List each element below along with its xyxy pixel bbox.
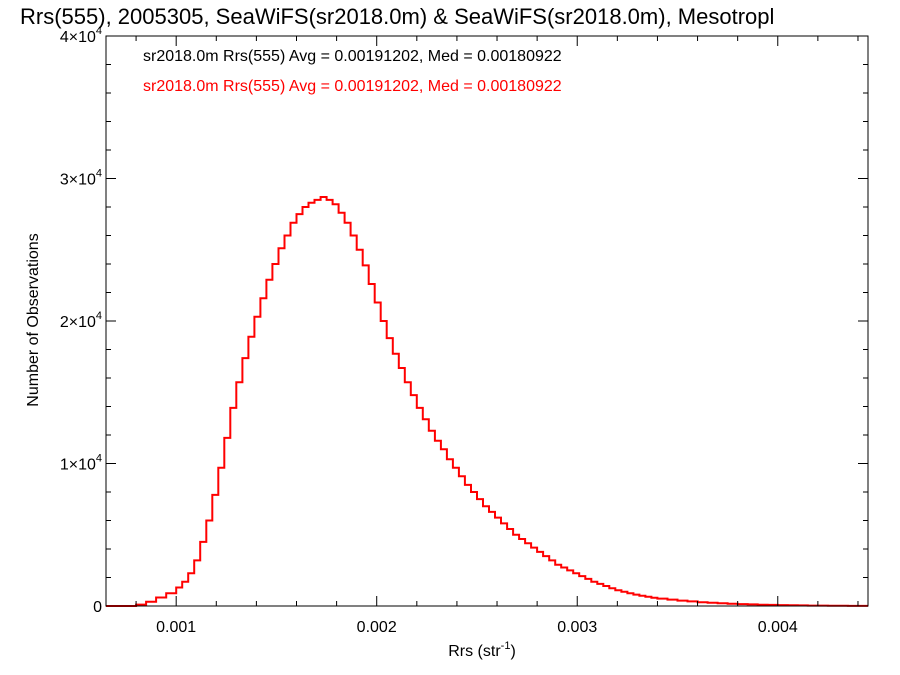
y-axis: 0 1×104 2×104 3×104 4×104: [60, 25, 868, 616]
series-line-rrs555: [106, 196, 868, 607]
y-tick-label: 4×104: [60, 25, 102, 46]
x-axis: 0.001 0.002 0.003 0.004: [135, 36, 859, 636]
x-tick-label: 0.002: [357, 619, 397, 636]
plot-frame: [105, 35, 869, 607]
y-tick-label: 3×104: [60, 168, 102, 189]
x-tick-label: 0.004: [758, 619, 798, 636]
y-axis-label: Number of Observations: [25, 233, 42, 406]
legend-entry-red: sr2018.0m Rrs(555) Avg = 0.00191202, Med…: [143, 78, 562, 95]
x-tick-label: 0.003: [557, 619, 597, 636]
x-axis-label-base: Rrs (str: [448, 643, 501, 660]
x-axis-label-suffix: ): [510, 643, 515, 660]
plot-area: [105, 35, 869, 607]
y-tick-label: 0: [93, 599, 102, 616]
chart-title: Rrs(555), 2005305, SeaWiFS(sr2018.0m) & …: [20, 4, 774, 29]
x-axis-label-exponent: -1: [501, 640, 511, 652]
y-tick-label: 1×104: [60, 453, 102, 474]
legend-entry-black: sr2018.0m Rrs(555) Avg = 0.00191202, Med…: [143, 48, 562, 65]
x-axis-label: Rrs (str-1): [448, 640, 516, 660]
x-tick-label: 0.001: [156, 619, 196, 636]
y-tick-label: 2×104: [60, 310, 102, 331]
legend: sr2018.0m Rrs(555) Avg = 0.00191202, Med…: [143, 48, 562, 95]
